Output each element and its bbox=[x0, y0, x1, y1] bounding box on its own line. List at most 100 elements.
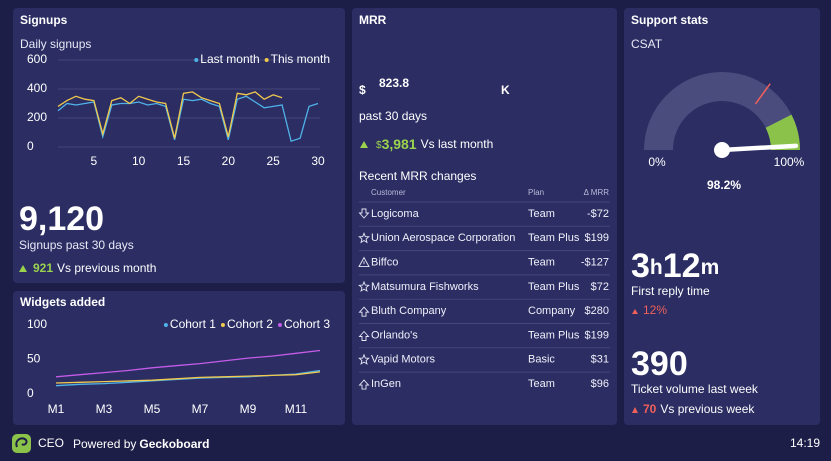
plan: Team Plus bbox=[528, 329, 580, 341]
gauge-title: CSAT bbox=[631, 37, 663, 51]
customer: Vapid Motors bbox=[371, 354, 435, 366]
x-tick-label: 30 bbox=[311, 154, 325, 168]
plan: Company bbox=[528, 305, 576, 317]
mrr-change: $3,981 Vs last month bbox=[376, 136, 493, 152]
dashboard-name: CEO bbox=[38, 436, 64, 450]
x-tick-label: M11 bbox=[285, 402, 308, 416]
x-tick-label: 10 bbox=[132, 154, 146, 168]
change-value: 3,981 bbox=[382, 136, 417, 152]
chart-title: Daily signups bbox=[20, 37, 91, 51]
panel-title: Widgets added bbox=[20, 295, 105, 309]
column-header: Customer bbox=[371, 188, 406, 197]
logo bbox=[12, 434, 31, 453]
gauge-hub bbox=[714, 142, 730, 158]
legend-label: Cohort 2 bbox=[227, 317, 273, 331]
plan: Basic bbox=[528, 354, 555, 366]
y-tick-label: 0 bbox=[27, 386, 34, 400]
up-arrow bbox=[19, 265, 27, 272]
table-title: Recent MRR changes bbox=[359, 169, 476, 183]
panel-title: Support stats bbox=[631, 13, 709, 27]
signups-panel bbox=[13, 8, 345, 283]
legend-label: Cohort 1 bbox=[170, 317, 216, 331]
kpi-change: 70 Vs previous week bbox=[643, 402, 755, 416]
y-tick-label: 50 bbox=[27, 352, 41, 366]
powered-text: Powered by bbox=[73, 437, 136, 451]
change-label: Vs previous week bbox=[660, 402, 755, 416]
legend-swatch bbox=[220, 323, 225, 327]
up-arrow bbox=[632, 407, 638, 413]
customer: Matsumura Fishworks bbox=[371, 281, 479, 293]
powered-by: Powered by Geckoboard bbox=[73, 437, 209, 451]
kpi-value: 390 bbox=[631, 345, 688, 383]
kpi-label: Signups past 30 days bbox=[19, 238, 134, 252]
delta: $96 bbox=[591, 378, 609, 390]
customer: Bluth Company bbox=[371, 305, 447, 317]
minutes: 12 bbox=[663, 247, 701, 285]
mrr-period: past 30 days bbox=[359, 109, 427, 123]
legend-label: This month bbox=[271, 52, 330, 66]
reply-time: 3h12m bbox=[631, 247, 719, 285]
logo-mark bbox=[15, 437, 28, 448]
x-tick-label: M9 bbox=[240, 402, 257, 416]
legend-label: Last month bbox=[200, 52, 259, 66]
y-tick-label: 200 bbox=[27, 110, 47, 124]
y-tick-label: 600 bbox=[27, 52, 47, 66]
x-tick-label: M3 bbox=[96, 402, 113, 416]
y-tick-label: 0 bbox=[27, 139, 34, 153]
x-tick-label: 20 bbox=[222, 154, 236, 168]
gauge-min: 0% bbox=[648, 155, 666, 169]
kpi-label: First reply time bbox=[631, 284, 710, 298]
delta: $199 bbox=[585, 329, 609, 341]
legend-swatch bbox=[194, 58, 199, 62]
plan: Team bbox=[528, 208, 555, 220]
legend-swatch bbox=[163, 323, 168, 327]
row-icon bbox=[358, 280, 370, 292]
x-tick-label: M7 bbox=[192, 402, 209, 416]
plan: Team Plus bbox=[528, 281, 580, 293]
gauge-good-band bbox=[765, 114, 800, 150]
panel-title: Signups bbox=[20, 13, 68, 27]
gauge-value: 98.2% bbox=[707, 178, 741, 192]
row-icon bbox=[358, 306, 370, 317]
customer: Orlando's bbox=[371, 329, 418, 341]
delta: -$72 bbox=[587, 208, 609, 220]
clock: 14:19 bbox=[790, 436, 820, 450]
change-value: 921 bbox=[33, 261, 53, 275]
line-series bbox=[57, 95, 319, 143]
line-series bbox=[57, 91, 283, 139]
change-label: Vs last month bbox=[421, 137, 494, 151]
customer: Logicoma bbox=[371, 208, 420, 220]
minutes-unit: m bbox=[701, 256, 720, 279]
customer: InGen bbox=[371, 378, 401, 390]
up-arrow bbox=[632, 309, 638, 314]
row-icon bbox=[358, 208, 370, 219]
kpi-change: 921 Vs previous month bbox=[33, 261, 156, 275]
change-currency: $ bbox=[376, 140, 382, 151]
legend-swatch bbox=[277, 323, 282, 327]
gauge-track bbox=[644, 72, 800, 150]
legend-swatch bbox=[264, 58, 269, 62]
gauge-max: 100% bbox=[774, 155, 805, 169]
delta: $280 bbox=[585, 305, 609, 317]
change-value: 12% bbox=[643, 303, 667, 317]
gauge-needle bbox=[719, 143, 799, 153]
plan: Team bbox=[528, 257, 555, 269]
delta: -$127 bbox=[581, 257, 609, 269]
mrr-suffix: K bbox=[501, 83, 510, 97]
plan: Team bbox=[528, 378, 555, 390]
x-tick-label: 25 bbox=[266, 154, 280, 168]
mrr-panel bbox=[352, 8, 617, 425]
hours: 3 bbox=[631, 247, 650, 285]
row-icon bbox=[358, 353, 370, 365]
row-icon bbox=[358, 232, 370, 244]
currency: $ bbox=[359, 83, 366, 97]
panel-title: MRR bbox=[359, 13, 387, 27]
delta: $199 bbox=[585, 232, 609, 244]
gauge-target bbox=[754, 83, 771, 105]
x-tick-label: 5 bbox=[91, 154, 98, 168]
delta: $72 bbox=[591, 281, 609, 293]
x-tick-label: 15 bbox=[177, 154, 191, 168]
row-icon bbox=[358, 379, 370, 390]
y-tick-label: 400 bbox=[27, 81, 47, 95]
